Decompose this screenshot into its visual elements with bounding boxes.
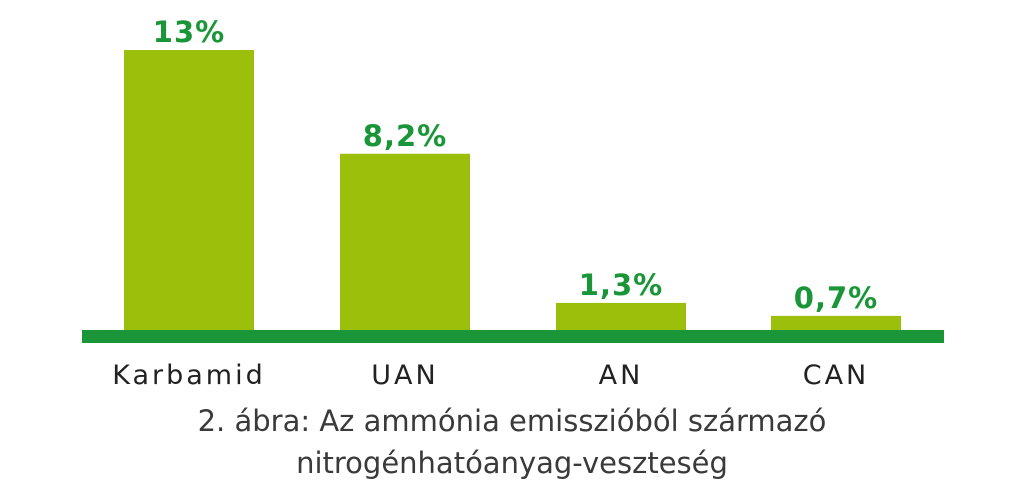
category-label-can: CAN [803,360,870,391]
bar-uan [340,153,470,331]
bar-chart: 13% 8,2% 1,3% 0,7% Karbamid UAN AN CAN [82,15,944,391]
value-label-can: 0,7% [794,281,878,315]
category-label-uan: UAN [371,360,438,391]
caption-line-1: 2. ábra: Az ammónia emisszióból származó [197,404,827,438]
category-labels-group: Karbamid UAN AN CAN [112,360,870,391]
category-label-karbamid: Karbamid [112,360,266,391]
bar-an [556,302,686,331]
bar-karbamid [124,50,254,331]
category-label-an: AN [599,360,644,391]
caption-line-2: nitrogénhatóanyag-veszteség [296,446,728,480]
bar-can [771,315,901,331]
value-label-an: 1,3% [579,268,663,302]
value-labels-group: 13% 8,2% 1,3% 0,7% [153,15,878,315]
bars-group [124,50,901,331]
chart-baseline [82,330,944,343]
value-label-uan: 8,2% [363,119,447,153]
value-label-karbamid: 13% [153,15,225,49]
